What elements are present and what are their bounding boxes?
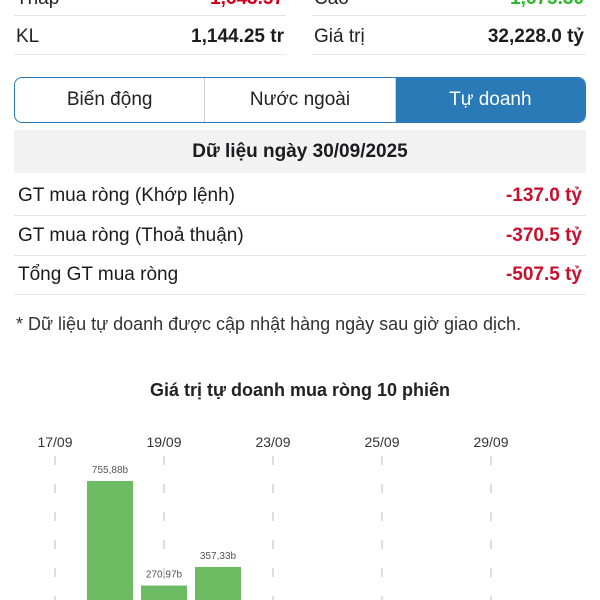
divider	[14, 15, 286, 16]
x-tick-label: 17/09	[37, 434, 72, 450]
row-value: -370.5 tỷ	[505, 225, 582, 246]
high-label: Cao	[314, 0, 349, 10]
row-value: -507.5 tỷ	[505, 264, 582, 285]
tab-nuoc-ngoai[interactable]: Nước ngoài	[205, 78, 396, 122]
row-value: -137.0 tỷ	[505, 185, 582, 206]
bar-value-label: 270,97b	[146, 570, 183, 581]
bar-value-label: 755,88b	[92, 465, 129, 476]
divider	[14, 54, 286, 55]
x-tick-label: 19/09	[146, 434, 181, 450]
bar[interactable]	[87, 481, 133, 600]
tab-bien-dong[interactable]: Biến động	[15, 78, 206, 122]
bar-value-label: 357,33b	[200, 551, 237, 562]
table-row: GT mua ròng (Khớp lệnh) -137.0 tỷ	[14, 177, 586, 216]
net-buy-chart: 17/09 19/09 23/09 25/09 29/09 755,88b 270,97b 3…	[37, 434, 509, 600]
table-row: Tổng GT mua ròng -507.5 tỷ	[14, 256, 586, 295]
segmented-control: Biến động Nước ngoài Tự doanh	[14, 77, 586, 123]
chart-title: Giá trị tự doanh mua ròng 10 phiên	[149, 380, 451, 400]
divider	[312, 54, 586, 55]
row-label: GT mua ròng (Khớp lệnh)	[18, 185, 235, 206]
table-row: GT mua ròng (Thoả thuận) -370.5 tỷ	[14, 217, 586, 256]
bar[interactable]	[141, 585, 187, 600]
volume-label: KL	[16, 26, 40, 47]
bar[interactable]	[195, 566, 241, 600]
x-tick-label: 23/09	[255, 434, 290, 450]
row-label: GT mua ròng (Thoả thuận)	[18, 225, 244, 246]
data-date-header: Dữ liệu ngày 30/09/2025	[14, 130, 586, 173]
update-note: * Dữ liệu tự doanh được cập nhật hàng ng…	[16, 314, 522, 334]
low-label: Thấp	[16, 0, 59, 10]
value-label: Giá trị	[314, 26, 365, 47]
tab-tu-doanh[interactable]: Tự doanh	[395, 78, 585, 122]
value-value: 32,228.0 tỷ	[487, 26, 584, 47]
low-value: 1,643.57	[210, 0, 284, 10]
divider	[312, 15, 586, 16]
volume-value: 1,144.25 tr	[191, 26, 284, 47]
x-tick-label: 25/09	[364, 434, 399, 450]
x-tick-label: 29/09	[473, 434, 508, 450]
high-value: 1,675.30	[510, 0, 584, 10]
row-label: Tổng GT mua ròng	[18, 264, 179, 285]
